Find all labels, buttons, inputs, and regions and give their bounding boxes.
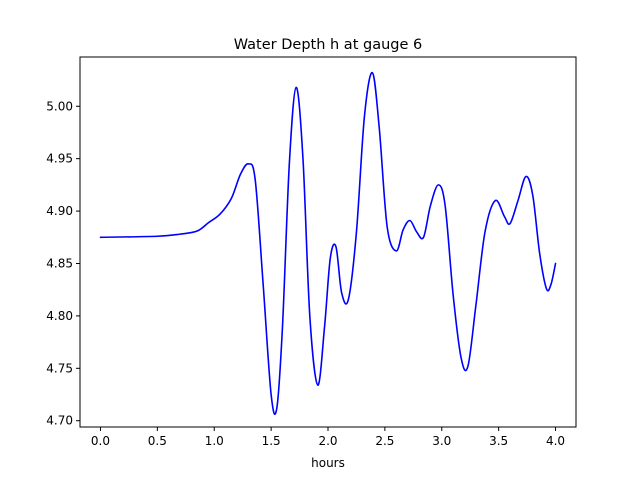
x-axis-ticks: 0.0 0.5 1.0 1.5 2.0 2.5 3.0 3.5 4.0 [91,427,565,448]
y-tick-label: 4.75 [46,361,73,375]
plot-area: 0.0 0.5 1.0 1.5 2.0 2.5 3.0 3.5 4.0 4.70 4.75 4.80… [46,56,577,448]
y-tick-label: 4.70 [46,414,73,428]
x-tick-label: 2.5 [375,434,394,448]
y-tick-label: 5.00 [46,99,73,113]
x-tick-label: 1.0 [205,434,224,448]
y-axis-ticks: 4.70 4.75 4.80 4.85 4.90 4.95 5.00 [46,99,80,428]
x-tick-label: 0.5 [148,434,167,448]
y-tick-label: 4.95 [46,152,73,166]
series-line-0 [99,71,557,416]
y-tick-label: 4.85 [46,256,73,270]
x-tick-label: 3.0 [432,434,451,448]
x-axis-label: hours [311,456,345,470]
y-tick-label: 4.90 [46,204,73,218]
series-layer [99,71,557,416]
x-tick-label: 3.5 [489,434,508,448]
x-tick-label: 2.0 [318,434,337,448]
x-tick-label: 0.0 [91,434,110,448]
y-tick-label: 4.80 [46,309,73,323]
axes-frame [79,56,577,428]
x-tick-label: 4.0 [546,434,565,448]
x-tick-label: 1.5 [262,434,281,448]
chart-title: Water Depth h at gauge 6 [234,37,422,53]
